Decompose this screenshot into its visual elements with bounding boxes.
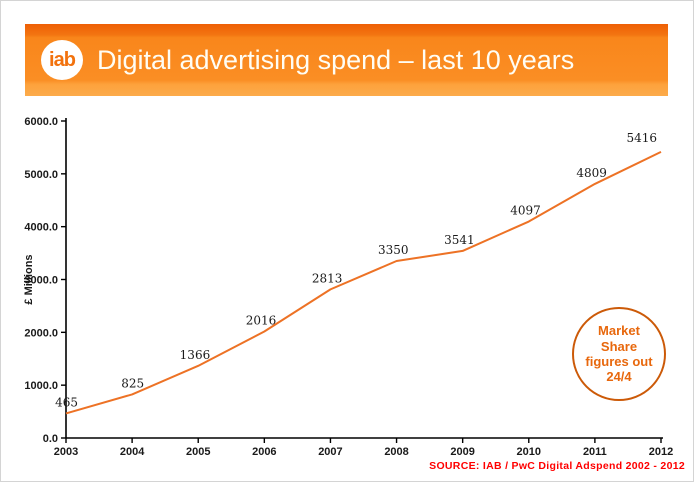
x-tick-label: 2006	[252, 446, 276, 458]
x-tick-label: 2003	[54, 446, 78, 458]
data-label: 3350	[378, 243, 409, 257]
page-title: Digital advertising spend – last 10 year…	[97, 44, 575, 75]
iab-logo: iab	[41, 40, 83, 80]
source-text: SOURCE: IAB / PwC Digital Adspend 2002 -…	[429, 460, 685, 472]
data-label: 465	[55, 395, 78, 409]
data-label: 825	[121, 376, 144, 390]
data-label: 4809	[576, 166, 607, 180]
x-tick-label: 2010	[517, 446, 541, 458]
y-tick-label: 1000.0	[24, 380, 58, 392]
header-banner: iab Digital advertising spend – last 10 …	[25, 24, 668, 96]
market-share-callout-text: Market Share figures out 24/4	[585, 323, 653, 385]
y-tick-label: 6000.0	[24, 116, 58, 128]
y-axis-title: £ Millions	[23, 254, 35, 304]
data-label: 4097	[510, 204, 541, 218]
data-label: 5416	[626, 131, 657, 145]
data-label: 1366	[180, 348, 211, 362]
x-tick-label: 2009	[450, 446, 474, 458]
x-tick-label: 2008	[384, 446, 408, 458]
y-tick-label: 2000.0	[24, 327, 58, 339]
market-share-callout: Market Share figures out 24/4	[572, 307, 666, 401]
x-tick-label: 2005	[186, 446, 210, 458]
x-tick-label: 2007	[318, 446, 342, 458]
data-label: 2813	[312, 271, 343, 285]
y-tick-label: 0.0	[43, 433, 58, 445]
x-tick-label: 2012	[649, 446, 673, 458]
spend-line	[65, 150, 662, 415]
data-label: 2016	[246, 313, 277, 327]
y-tick-label: 4000.0	[24, 222, 58, 234]
iab-logo-text: iab	[49, 48, 76, 71]
y-tick-label: 5000.0	[24, 169, 58, 181]
x-tick-label: 2011	[583, 446, 607, 458]
y-tick-label: 3000.0	[24, 275, 58, 287]
x-tick-label: 2004	[120, 446, 145, 458]
data-label: 3541	[444, 233, 475, 247]
